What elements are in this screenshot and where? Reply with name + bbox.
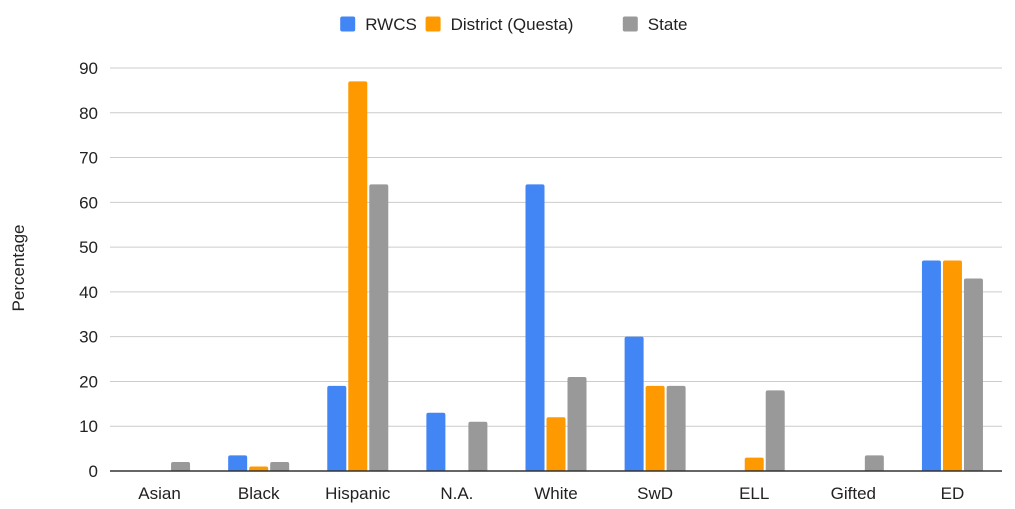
bar[interactable] <box>744 457 764 471</box>
bar[interactable] <box>546 417 566 471</box>
y-tick-label: 90 <box>79 59 98 78</box>
bar[interactable] <box>249 466 269 471</box>
y-tick-label: 30 <box>79 328 98 347</box>
bar[interactable] <box>228 455 248 471</box>
bar[interactable] <box>369 184 389 471</box>
legend: RWCS District (Questa) State <box>340 15 688 34</box>
x-tick-label: White <box>534 484 577 503</box>
bar[interactable] <box>645 385 665 471</box>
y-axis-title: Percentage <box>9 225 28 312</box>
x-tick-label: SwD <box>637 484 673 503</box>
x-tick-label: ELL <box>739 484 769 503</box>
bar[interactable] <box>426 412 446 471</box>
bar[interactable] <box>171 462 191 471</box>
bar[interactable] <box>624 336 644 471</box>
legend-item[interactable]: District (Questa) <box>425 15 574 34</box>
y-tick-label: 0 <box>89 462 98 481</box>
bar[interactable] <box>864 455 884 471</box>
x-tick-label: Gifted <box>831 484 876 503</box>
bar[interactable] <box>963 278 983 471</box>
bar[interactable] <box>270 462 290 471</box>
bar[interactable] <box>348 81 368 471</box>
legend-label: State <box>648 15 688 34</box>
y-tick-label: 50 <box>79 238 98 257</box>
x-tick-label: Black <box>238 484 280 503</box>
legend-item[interactable]: State <box>622 15 688 34</box>
bar[interactable] <box>567 376 587 471</box>
bar[interactable] <box>666 385 686 471</box>
legend-label: District (Questa) <box>451 15 574 34</box>
y-tick-label: 70 <box>79 149 98 168</box>
axes: 0 10 20 30 40 50 60 70 80 90 Asian Black Hispanic N.A… <box>79 59 1002 503</box>
x-tick-label: N.A. <box>440 484 473 503</box>
bar[interactable] <box>468 421 488 471</box>
bar[interactable] <box>327 385 347 471</box>
bar[interactable] <box>765 390 785 471</box>
legend-swatch <box>622 16 638 32</box>
legend-label: RWCS <box>365 15 417 34</box>
bar[interactable] <box>921 260 941 471</box>
bar[interactable] <box>525 184 545 471</box>
y-tick-label: 80 <box>79 104 98 123</box>
y-tick-label: 40 <box>79 283 98 302</box>
x-tick-label: ED <box>941 484 965 503</box>
x-tick-label: Asian <box>138 484 181 503</box>
legend-item[interactable]: RWCS <box>340 15 417 34</box>
bars <box>171 81 983 471</box>
x-tick-label: Hispanic <box>325 484 391 503</box>
gridlines <box>110 67 1002 427</box>
bar[interactable] <box>942 260 962 471</box>
y-tick-label: 20 <box>79 372 98 391</box>
y-tick-label: 10 <box>79 417 98 436</box>
legend-swatch <box>425 16 441 32</box>
y-tick-label: 60 <box>79 193 98 212</box>
legend-swatch <box>340 16 356 32</box>
